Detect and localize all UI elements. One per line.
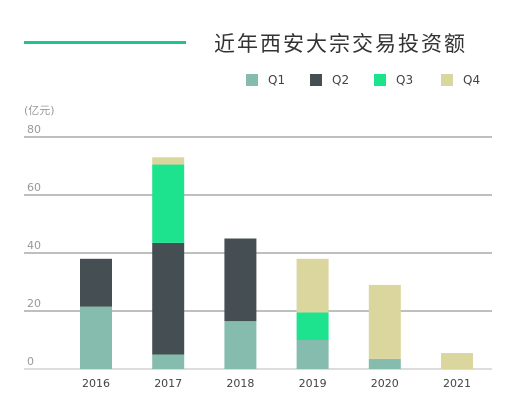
y-tick-label-60: 60 [27, 181, 41, 194]
bar-2020-q4 [368, 284, 401, 359]
y-tick-label-20: 20 [27, 297, 41, 310]
legend-label-q2: Q2 [332, 73, 350, 87]
y-tick-label-40: 40 [27, 239, 41, 252]
title-accent-line [24, 41, 186, 44]
bar-2020-q1 [368, 358, 401, 369]
legend-item-q3: Q3 [374, 72, 413, 88]
bar-2016-q1 [80, 306, 112, 369]
x-tick-label-2018: 2018 [226, 377, 254, 390]
legend-label-q3: Q3 [396, 73, 414, 87]
bar-2017-q3 [152, 164, 185, 243]
x-tick-label-2020: 2020 [371, 377, 399, 390]
x-tick-label-2021: 2021 [443, 377, 471, 390]
legend-item-q2: Q2 [310, 72, 349, 88]
x-tick-label-2019: 2019 [299, 377, 327, 390]
bar-2017-q4 [152, 157, 185, 165]
chart-title: 近年西安大宗交易投资额 [214, 32, 467, 56]
legend-label-q1: Q1 [268, 73, 286, 87]
legend-swatch-q2 [310, 74, 322, 86]
bar-2018-q2 [224, 238, 257, 322]
legend-item-q1: Q1 [246, 72, 285, 88]
bar-2016-q2 [80, 258, 112, 307]
bar-2019-q4 [296, 258, 329, 313]
y-axis-unit: (亿元) [24, 104, 55, 117]
legend-swatch-q1 [246, 74, 258, 86]
bar-2019-q1 [296, 340, 329, 369]
legend-label-q4: Q4 [463, 73, 481, 87]
bar-2021-q4 [441, 353, 473, 369]
bar-2018-q1 [224, 321, 257, 369]
legend-swatch-q4 [441, 74, 453, 86]
bar-2017-q2 [152, 242, 185, 355]
y-tick-label-80: 80 [27, 123, 41, 136]
legend-item-q4: Q4 [441, 72, 480, 88]
x-tick-label-2016: 2016 [82, 377, 110, 390]
legend-swatch-q3 [374, 74, 386, 86]
y-tick-label-0: 0 [27, 355, 34, 368]
x-tick-label-2017: 2017 [154, 377, 182, 390]
bar-2019-q3 [296, 312, 329, 340]
bar-2017-q1 [152, 354, 185, 369]
